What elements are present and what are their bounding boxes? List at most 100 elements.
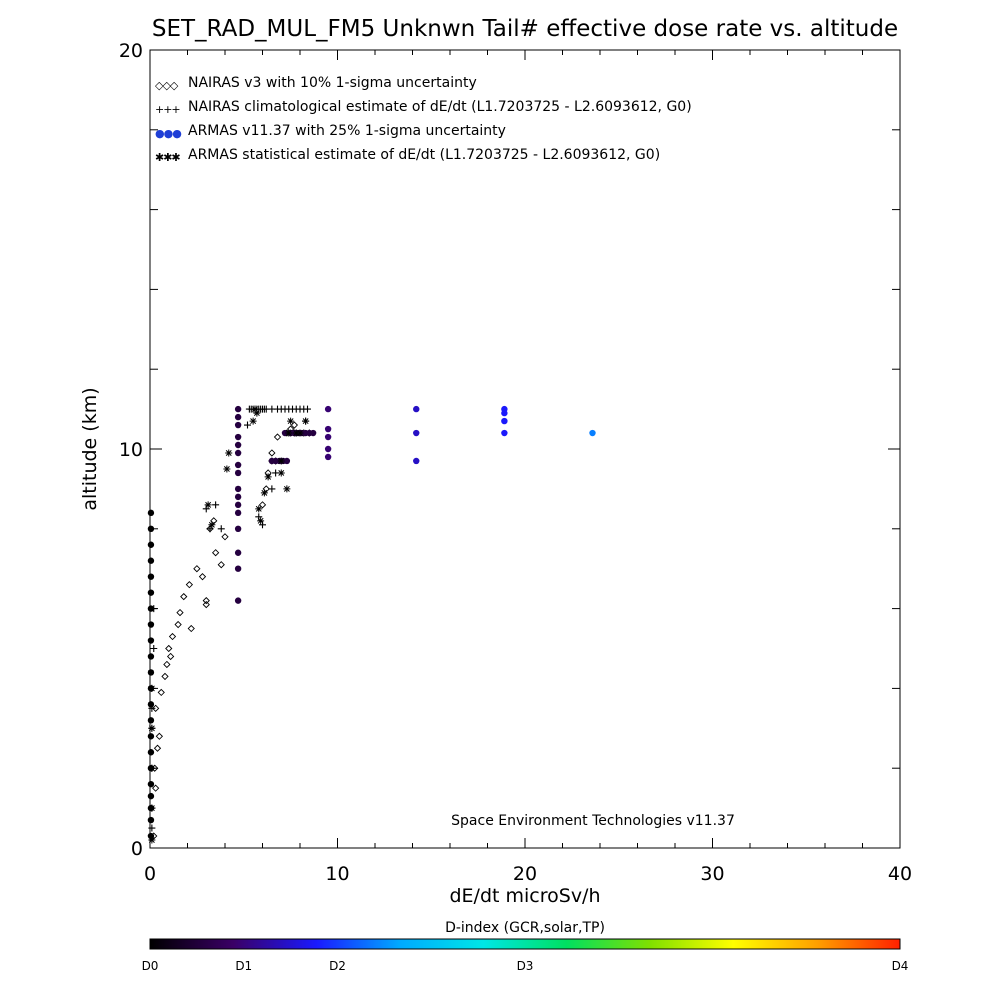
series-circle <box>147 405 596 840</box>
colorbar-label: D0 <box>142 959 159 973</box>
armas-dot-point <box>234 433 242 441</box>
y-axis-tick-labels: 0 10 20 <box>119 40 143 860</box>
nairas-diamond-point <box>210 517 218 525</box>
colorbar-title: D-index (GCR,solar,TP) <box>445 920 605 936</box>
armas-dot-point <box>234 461 242 469</box>
armas-asterisk-point <box>148 804 156 812</box>
plot-frame <box>149 49 901 849</box>
nairas-diamond-point <box>198 573 207 581</box>
armas-dot-point <box>234 509 242 517</box>
armas-dot-point <box>147 605 155 612</box>
armas-dot-point <box>501 405 508 413</box>
nairas-diamond-point <box>161 672 169 681</box>
axis-ticks <box>149 49 901 849</box>
armas-dot-point <box>147 637 155 644</box>
y-tick-label: 10 <box>119 439 143 461</box>
armas-asterisk-point <box>204 501 212 509</box>
x-axis-tick-labels: 0 10 20 30 40 <box>144 863 912 885</box>
y-axis-title: altitude (km) <box>79 387 101 510</box>
x-tick-label: 40 <box>888 863 912 885</box>
armas-asterisk-point <box>260 489 268 497</box>
y-tick-label: 20 <box>119 40 143 62</box>
legend-item: ◇◇◇ NAIRAS v3 with 10% 1-sigma uncertaint… <box>155 75 477 92</box>
legend-label: ARMAS v11.37 with 25% 1-sigma uncertaint… <box>188 123 506 139</box>
armas-dot-point <box>234 565 242 572</box>
armas-asterisk-point <box>148 764 156 772</box>
armas-dot-point <box>147 653 155 660</box>
nairas-plus-point <box>217 525 225 533</box>
nairas-plus-point <box>148 824 156 832</box>
armas-asterisk-point <box>257 517 265 525</box>
nairas-diamond-point <box>290 421 299 429</box>
nairas-diamond-point <box>168 632 177 641</box>
armas-asterisk-point <box>253 409 261 417</box>
nairas-diamond-point <box>273 433 282 441</box>
nairas-diamond-point <box>185 581 194 589</box>
nairas-diamond-point <box>165 644 173 653</box>
armas-asterisk-point <box>148 724 156 732</box>
armas-asterisk-point <box>249 417 257 425</box>
legend: ◇◇◇ NAIRAS v3 with 10% 1-sigma uncertaint… <box>155 75 692 164</box>
armas-dot-point <box>234 493 242 501</box>
armas-dot-point <box>147 621 155 628</box>
armas-dot-point <box>234 525 242 532</box>
armas-dot-point <box>147 816 155 824</box>
armas-dot-point <box>589 429 596 437</box>
nairas-plus-point <box>212 501 220 509</box>
armas-dot-point <box>234 485 242 493</box>
armas-dot-point <box>501 429 508 437</box>
armas-dot-point <box>234 449 242 457</box>
armas-dot-point <box>234 549 242 556</box>
nairas-diamond-point <box>202 596 210 605</box>
armas-asterisk-point <box>285 429 293 437</box>
armas-dot-point <box>147 557 155 564</box>
armas-dot-point <box>147 717 155 724</box>
armas-dot-point <box>147 733 155 740</box>
armas-dot-point <box>234 501 242 509</box>
armas-asterisk-point <box>223 465 231 473</box>
armas-dot-point <box>147 749 155 756</box>
armas-asterisk-point <box>292 429 300 437</box>
armas-dot-point <box>147 589 155 596</box>
armas-asterisk-point <box>208 521 216 529</box>
armas-dot-point <box>147 573 155 580</box>
x-tick-label: 0 <box>144 863 156 885</box>
nairas-plus-point <box>268 485 276 493</box>
legend-item: ●●● ARMAS v11.37 with 25% 1-sigma uncerta… <box>155 123 506 140</box>
legend-symbol: ●●● <box>155 127 181 140</box>
armas-asterisk-point <box>255 505 263 513</box>
legend-item: ✱✱✱ ARMAS statistical estimate of dE/dt (… <box>155 147 660 164</box>
legend-label: ARMAS statistical estimate of dE/dt (L1.… <box>188 147 660 163</box>
nairas-diamond-point <box>180 592 188 601</box>
series-layer <box>147 405 596 844</box>
armas-dot-point <box>147 780 155 788</box>
x-axis-title: dE/dt microSv/h <box>449 885 600 907</box>
armas-asterisk-point <box>277 457 285 465</box>
armas-dot-point <box>309 429 317 437</box>
legend-label: NAIRAS v3 with 10% 1-sigma uncertainty <box>188 75 477 91</box>
x-tick-label: 20 <box>513 863 537 885</box>
nairas-diamond-point <box>211 549 220 557</box>
armas-dot-point <box>324 425 332 433</box>
legend-symbol: ◇◇◇ <box>155 79 179 92</box>
colorbar-labels: D0 D1 D2 D3 D4 <box>142 959 909 973</box>
colorbar <box>149 938 901 950</box>
armas-dot-point <box>283 457 291 465</box>
armas-dot-point <box>234 597 242 604</box>
legend-symbol: ✱✱✱ <box>155 151 180 164</box>
nairas-diamond-point <box>155 732 164 740</box>
nairas-diamond-point <box>268 449 276 457</box>
nairas-diamond-point <box>153 744 162 752</box>
armas-dot-point <box>234 421 242 429</box>
armas-asterisk-point <box>148 684 156 692</box>
nairas-diamond-point <box>151 784 160 792</box>
colorbar-label: D4 <box>892 959 909 973</box>
armas-dot-point <box>324 445 332 453</box>
x-tick-label: 30 <box>700 863 724 885</box>
armas-asterisk-point <box>225 449 233 457</box>
armas-dot-point <box>413 405 420 413</box>
armas-asterisk-point <box>296 429 304 437</box>
nairas-diamond-point <box>176 608 184 617</box>
armas-dot-point <box>147 669 155 676</box>
nairas-diamond-point <box>202 600 210 609</box>
